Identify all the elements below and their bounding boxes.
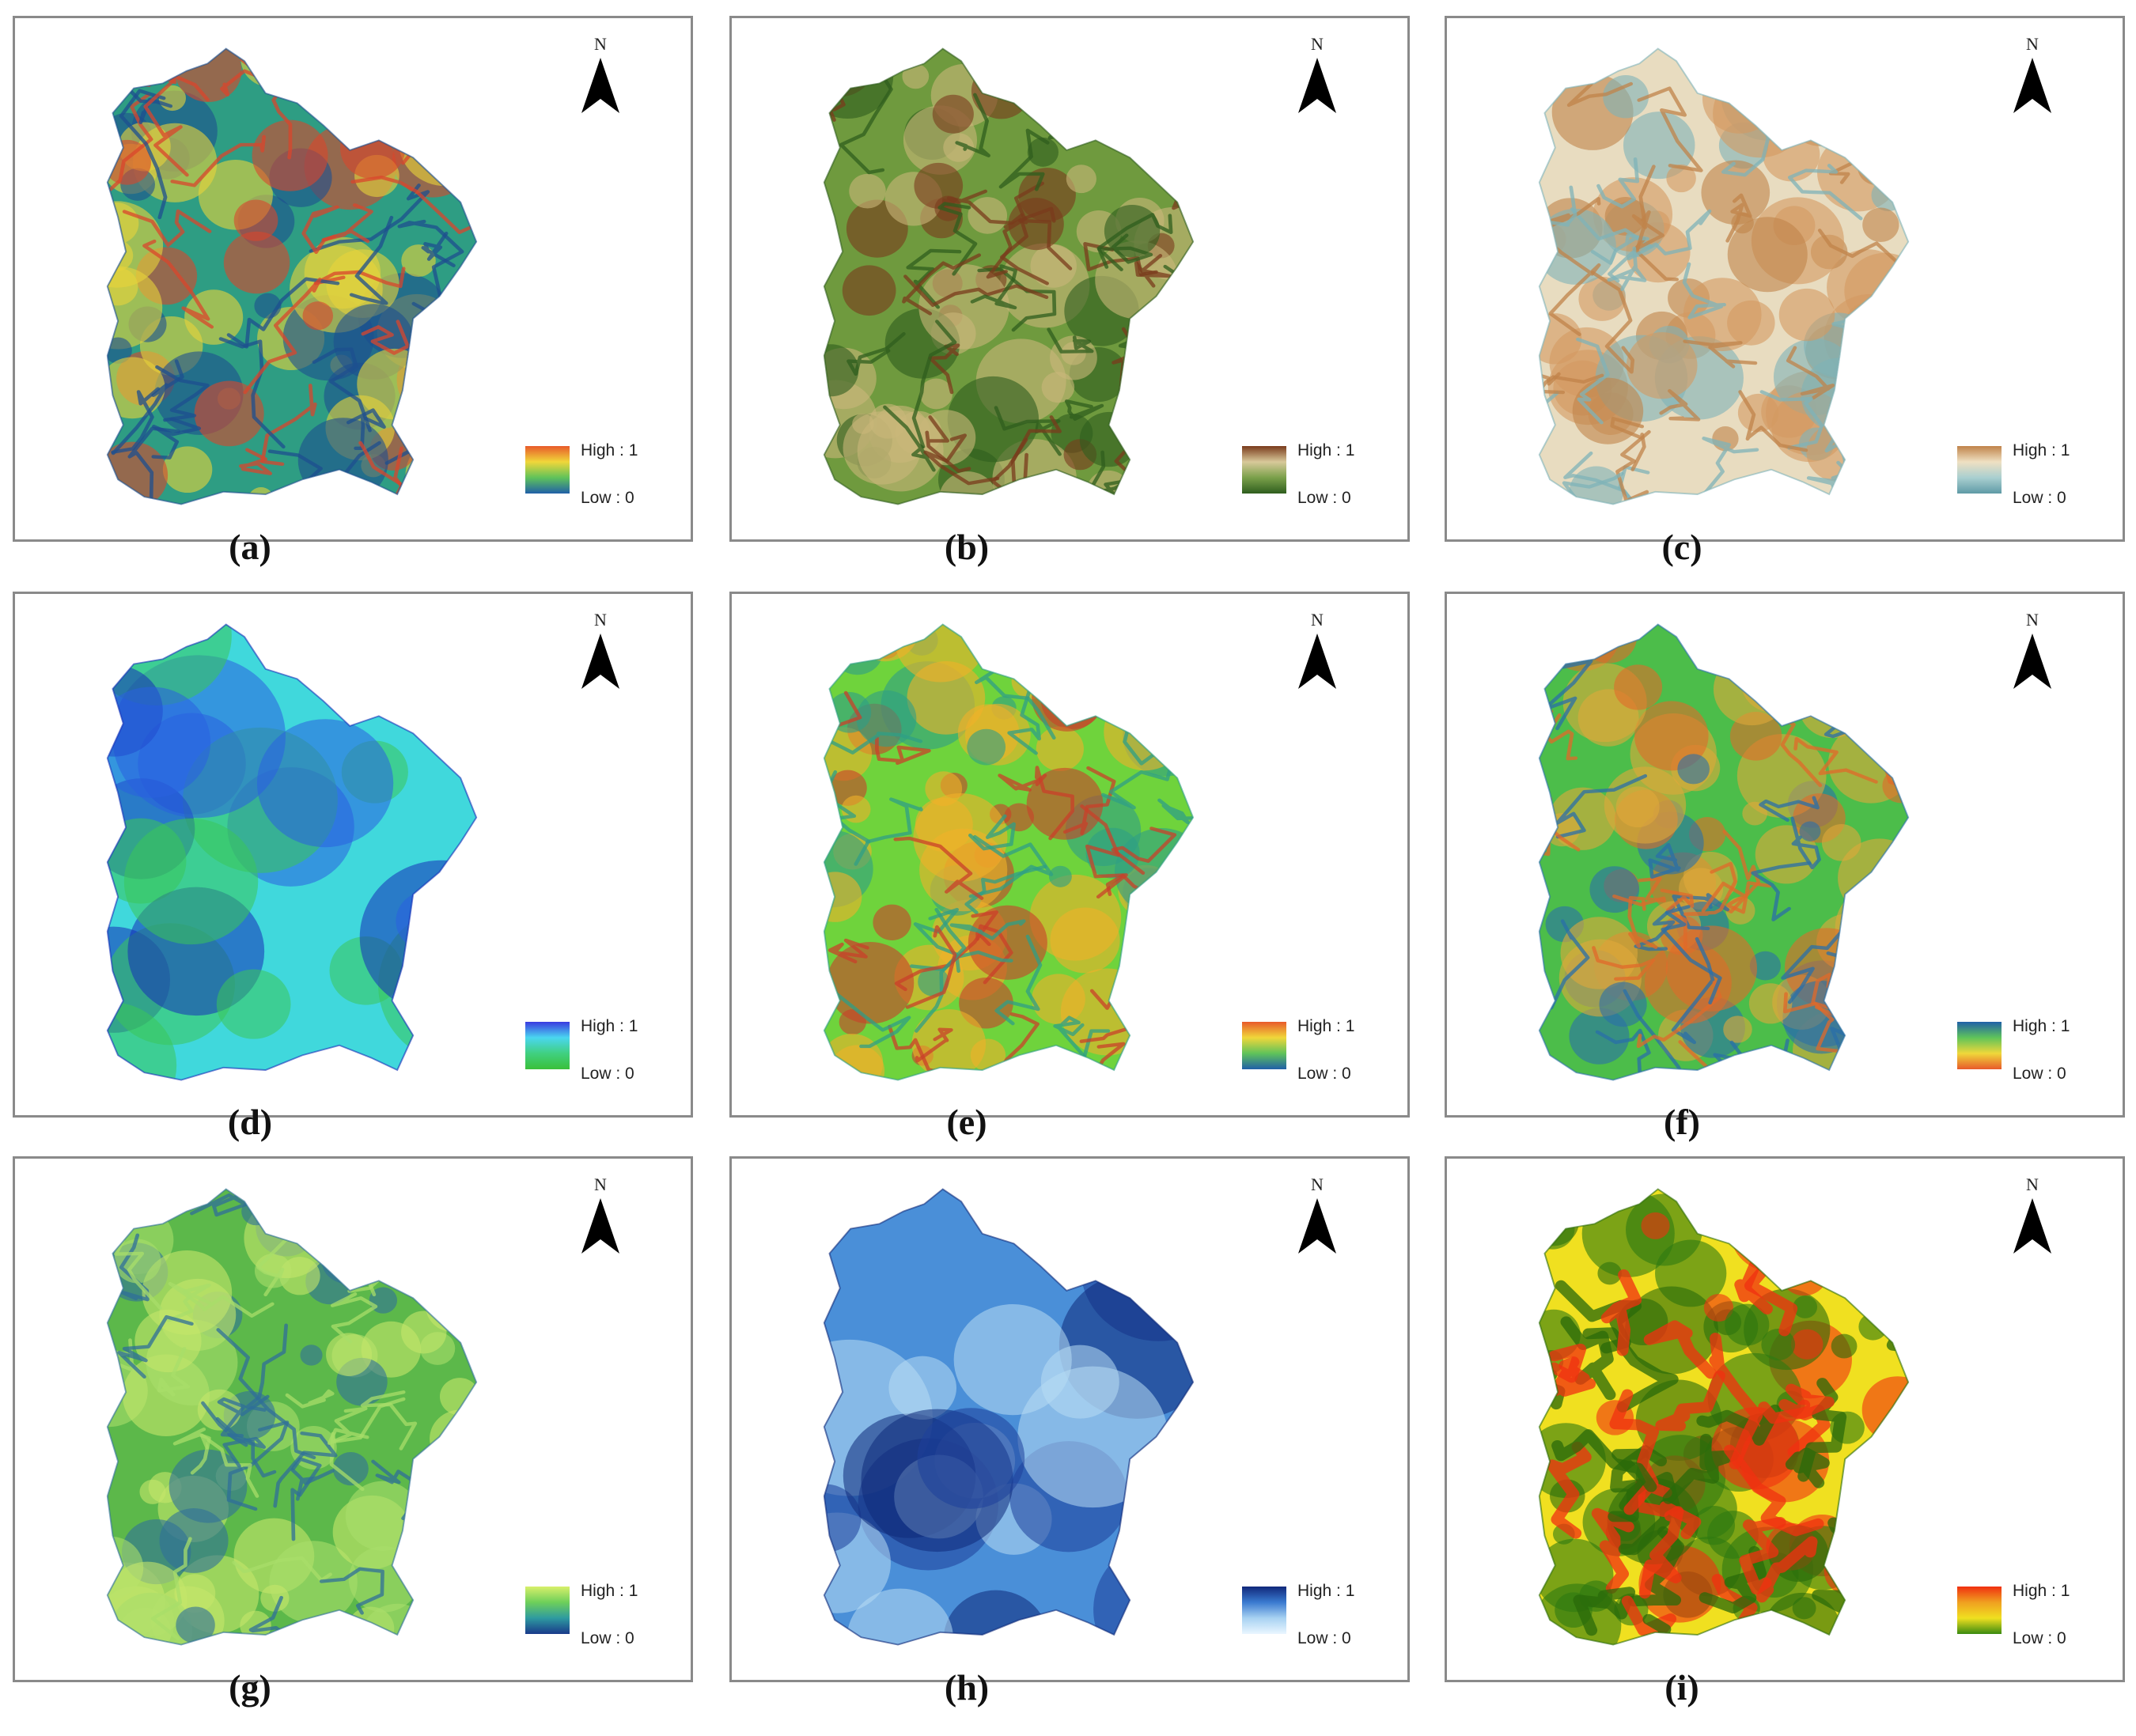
legend-low-label: Low : 0 [581, 489, 634, 507]
map-raster [1538, 47, 1910, 505]
panel-caption: (c) [1661, 527, 1702, 567]
map-legend: High : 1 Low : 0 [1242, 1017, 1400, 1088]
map-frame: N High : 1 Low : 0 [1445, 16, 2125, 542]
map-frame: N High : 1 Low : 0 [13, 16, 693, 542]
legend-low-label: Low : 0 [1297, 1629, 1351, 1647]
panel-caption: (a) [229, 527, 271, 567]
panel-caption: (d) [227, 1102, 273, 1142]
legend-color-ramp [525, 1022, 570, 1069]
map-panel-g: N High : 1 Low : 0 (g) [13, 1156, 693, 1736]
map-legend: High : 1 Low : 0 [525, 1017, 684, 1088]
legend-color-ramp [525, 1587, 570, 1634]
legend-high-label: High : 1 [1297, 1582, 1355, 1600]
map-raster [823, 623, 1195, 1081]
map-legend: High : 1 Low : 0 [1957, 1582, 2115, 1653]
map-frame: N High : 1 Low : 0 [1445, 1156, 2125, 1682]
north-label: N [2026, 610, 2039, 630]
legend-color-ramp [1242, 1022, 1286, 1069]
legend-high-label: High : 1 [581, 441, 638, 460]
legend-high-label: High : 1 [1297, 1017, 1355, 1035]
panel-caption: (f) [1664, 1102, 1700, 1142]
legend-color-ramp [1957, 1022, 2002, 1069]
map-panel-a: N High : 1 Low : 0 (a) [13, 16, 693, 596]
map-frame: N High : 1 Low : 0 [1445, 592, 2125, 1118]
legend-high-label: High : 1 [1297, 441, 1355, 460]
north-label: N [1311, 34, 1324, 54]
legend-low-label: Low : 0 [2013, 489, 2066, 507]
panel-caption: (b) [944, 527, 990, 567]
north-arrow-icon: N [577, 34, 624, 121]
north-arrow-icon: N [2009, 610, 2056, 697]
legend-high-label: High : 1 [2013, 1582, 2070, 1600]
map-legend: High : 1 Low : 0 [525, 1582, 684, 1653]
map-panel-h: N High : 1 Low : 0 (h) [729, 1156, 1410, 1736]
map-raster [106, 47, 478, 505]
legend-color-ramp [525, 446, 570, 494]
legend-color-ramp [1242, 1587, 1286, 1634]
map-legend: High : 1 Low : 0 [1957, 1017, 2115, 1088]
panel-caption: (i) [1664, 1667, 1699, 1708]
legend-high-label: High : 1 [2013, 1017, 2070, 1035]
north-label: N [1311, 610, 1324, 630]
map-raster [823, 47, 1195, 505]
north-arrow-icon: N [1293, 610, 1341, 697]
legend-low-label: Low : 0 [581, 1065, 634, 1083]
legend-low-label: Low : 0 [1297, 1065, 1351, 1083]
north-label: N [2026, 1174, 2039, 1194]
map-raster [106, 1188, 478, 1646]
map-frame: N High : 1 Low : 0 [13, 1156, 693, 1682]
legend-color-ramp [1957, 446, 2002, 494]
north-arrow-icon: N [2009, 34, 2056, 121]
map-raster [106, 623, 478, 1081]
north-label: N [594, 610, 607, 630]
legend-low-label: Low : 0 [2013, 1065, 2066, 1083]
panel-caption: (e) [946, 1102, 987, 1142]
legend-high-label: High : 1 [2013, 441, 2070, 460]
north-arrow-icon: N [1293, 1174, 1341, 1261]
map-frame: N High : 1 Low : 0 [729, 592, 1410, 1118]
legend-low-label: Low : 0 [2013, 1629, 2066, 1647]
north-label: N [1311, 1174, 1324, 1194]
map-panel-b: N High : 1 Low : 0 (b) [729, 16, 1410, 596]
legend-high-label: High : 1 [581, 1017, 638, 1035]
map-panel-c: N High : 1 Low : 0 (c) [1445, 16, 2125, 596]
map-raster [1538, 1188, 1910, 1646]
north-arrow-icon: N [577, 1174, 624, 1261]
north-label: N [594, 1174, 607, 1194]
map-legend: High : 1 Low : 0 [1242, 1582, 1400, 1653]
panel-caption: (g) [229, 1667, 271, 1708]
map-frame: N High : 1 Low : 0 [13, 592, 693, 1118]
north-arrow-icon: N [1293, 34, 1341, 121]
map-legend: High : 1 Low : 0 [525, 441, 684, 512]
north-label: N [2026, 34, 2039, 54]
north-arrow-icon: N [2009, 1174, 2056, 1261]
map-raster [1538, 623, 1910, 1081]
legend-color-ramp [1957, 1587, 2002, 1634]
map-legend: High : 1 Low : 0 [1242, 441, 1400, 512]
map-panel-d: N High : 1 Low : 0 (d) [13, 592, 693, 1171]
north-label: N [594, 34, 607, 54]
map-raster [823, 1188, 1195, 1646]
map-frame: N High : 1 Low : 0 [729, 16, 1410, 542]
map-panel-e: N High : 1 Low : 0 (e) [729, 592, 1410, 1171]
legend-low-label: Low : 0 [1297, 489, 1351, 507]
map-frame: N High : 1 Low : 0 [729, 1156, 1410, 1682]
north-arrow-icon: N [577, 610, 624, 697]
legend-high-label: High : 1 [581, 1582, 638, 1600]
map-panel-f: N High : 1 Low : 0 (f) [1445, 592, 2125, 1171]
map-panel-i: N High : 1 Low : 0 (i) [1445, 1156, 2125, 1736]
panel-caption: (h) [944, 1667, 990, 1708]
legend-color-ramp [1242, 446, 1286, 494]
legend-low-label: Low : 0 [581, 1629, 634, 1647]
map-legend: High : 1 Low : 0 [1957, 441, 2115, 512]
